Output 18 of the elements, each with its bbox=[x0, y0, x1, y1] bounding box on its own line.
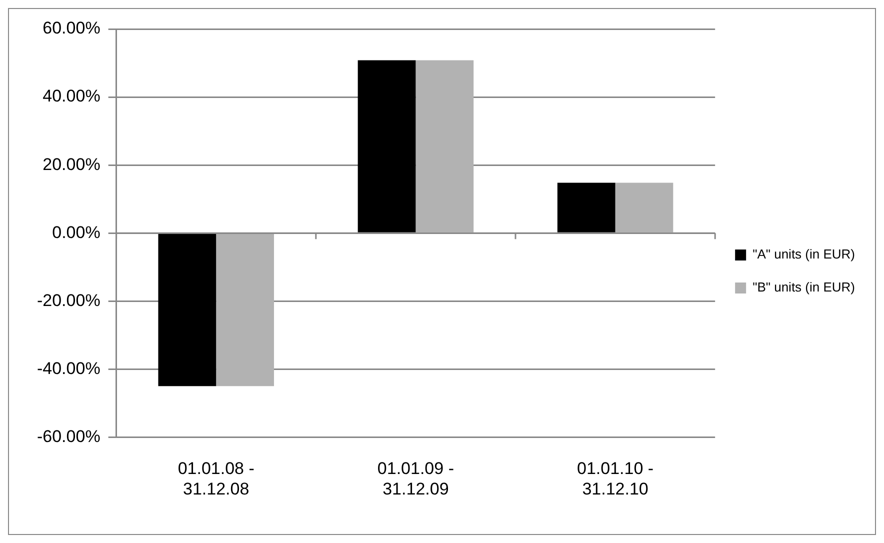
x-tick-label: 01.01.10 - 31.12.10 bbox=[577, 459, 654, 498]
y-tick-label: 20.00% bbox=[42, 154, 100, 174]
bar bbox=[615, 182, 674, 232]
x-tick-label: 01.01.08 - 31.12.08 bbox=[178, 459, 254, 498]
legend-label: "B" units (in EUR) bbox=[752, 280, 855, 295]
legend-label: "A" units (in EUR) bbox=[752, 246, 855, 262]
bar bbox=[358, 60, 416, 232]
y-tick-label: -60.00% bbox=[36, 426, 100, 446]
y-tick-label: 60.00% bbox=[42, 18, 100, 38]
bar bbox=[216, 234, 274, 386]
y-tick-label: 40.00% bbox=[42, 86, 100, 106]
bar bbox=[557, 182, 616, 232]
bar bbox=[416, 60, 474, 232]
y-tick-label: 0.00% bbox=[52, 222, 100, 242]
x-tick-label: 01.01.09 - 31.12.09 bbox=[377, 459, 454, 498]
bar bbox=[158, 234, 216, 386]
y-tick-label: -20.00% bbox=[36, 290, 100, 310]
y-tick-label: -40.00% bbox=[36, 358, 100, 378]
